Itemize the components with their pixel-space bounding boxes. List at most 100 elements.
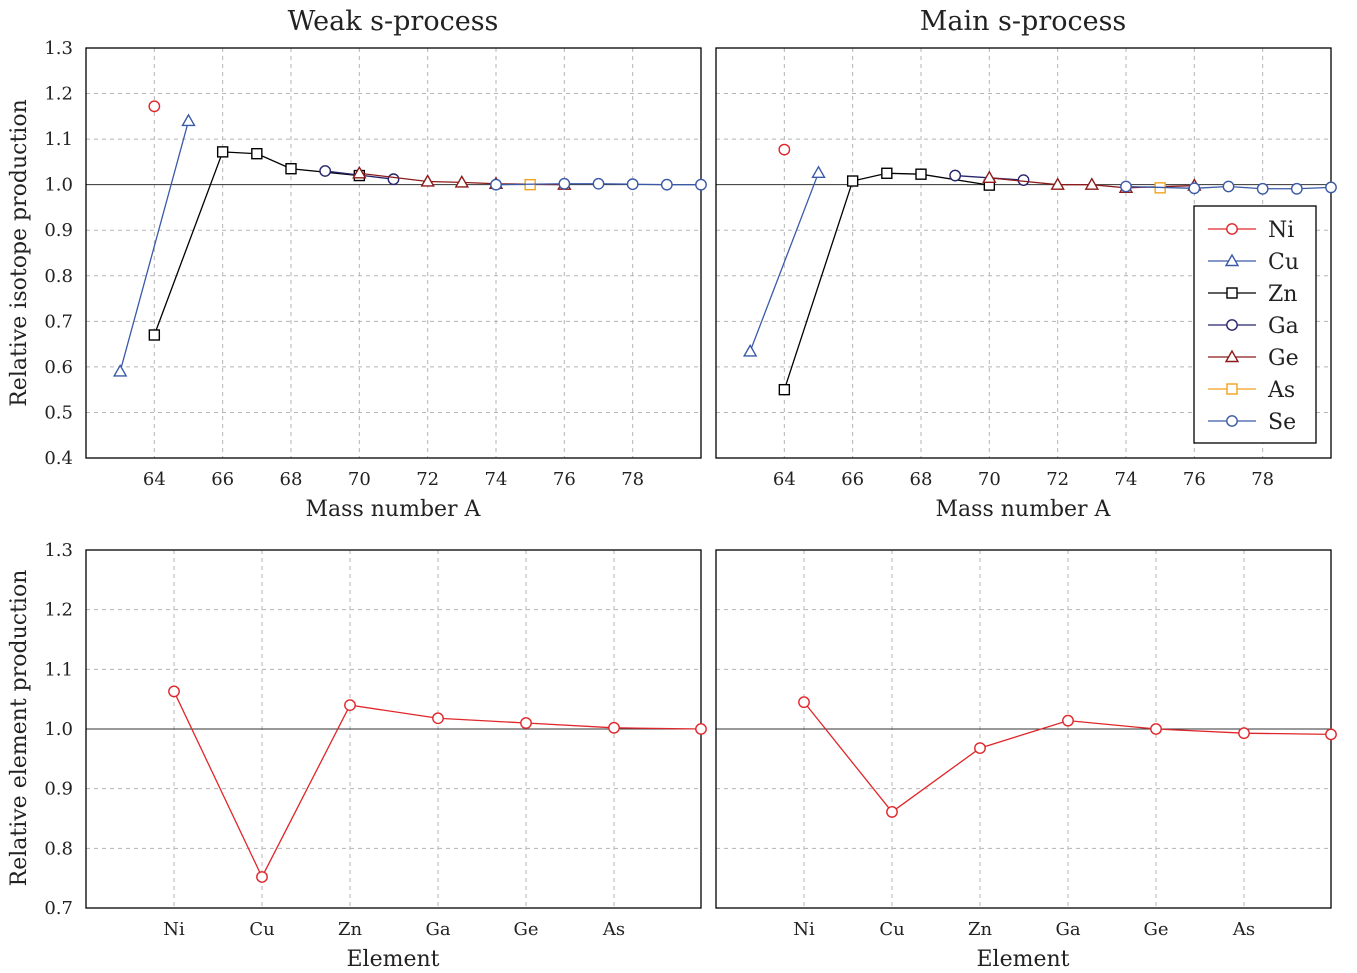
data-point (1017, 174, 1030, 187)
series-zn (148, 146, 366, 341)
data-point (1084, 177, 1100, 190)
data-point (1120, 180, 1132, 193)
panel-3: Ni Cu Zn Ga Ge As 0.7 0.8 0.9 1.0 1.1 1.2 1.3 (44, 540, 707, 940)
data-point (1188, 182, 1201, 195)
x-tick-label: 72 (416, 469, 439, 490)
data-point (886, 806, 898, 818)
data-point (285, 163, 297, 175)
x-tick-label: 68 (280, 469, 303, 490)
y-tick-label: 1.2 (44, 600, 73, 621)
x-tick-label: 66 (841, 469, 864, 490)
x-axis-label-element-main: Element (976, 947, 1069, 972)
series-line (783, 172, 990, 390)
data-point (915, 168, 927, 180)
legend-label: Cu (1268, 250, 1299, 275)
x-tick-label: 64 (143, 469, 166, 490)
data-point (148, 100, 161, 113)
data-point (168, 685, 180, 698)
data-point (181, 113, 196, 127)
data-point (695, 723, 707, 735)
x-tick-label: 66 (211, 469, 234, 490)
x-tick-label: Ga (425, 919, 450, 940)
x-tick-label: Ga (1055, 919, 1080, 940)
data-point (420, 174, 435, 187)
x-tick-label: Zn (968, 919, 993, 940)
y-tick-label: 1.2 (44, 84, 73, 105)
y-tick-label: 1.0 (44, 719, 73, 740)
data-point (1062, 714, 1074, 727)
panel-4: Ni Cu Zn Ga Ge As (715, 549, 1337, 940)
legend-marker (1226, 319, 1238, 331)
legend-item-zn: Zn (1208, 282, 1297, 307)
y-tick-label: 0.6 (44, 357, 73, 378)
y-tick-label: 1.1 (44, 129, 73, 150)
legend-item-ga: Ga (1208, 314, 1299, 339)
data-point (344, 699, 356, 712)
y-tick-label: 0.8 (44, 266, 73, 287)
data-point (1290, 182, 1303, 195)
y-tick-label: 0.7 (44, 311, 73, 332)
x-axis-label-element-weak: Element (346, 947, 439, 972)
series-se (490, 177, 707, 191)
legend-label: Se (1268, 410, 1296, 435)
legend-marker (1226, 415, 1238, 427)
x-tick-label: Cu (879, 919, 904, 940)
y-tick-label: 1.1 (44, 659, 73, 680)
x-tick-label: As (602, 919, 625, 940)
title-weak-s-process: Weak s-process (288, 6, 499, 37)
series-line (749, 172, 820, 352)
data-point (778, 143, 791, 156)
data-point (251, 147, 263, 160)
data-point (949, 169, 962, 182)
data-point (112, 364, 128, 377)
y-tick-label: 0.7 (44, 898, 73, 919)
legend-item-ge: Ge (1208, 346, 1299, 371)
data-point (490, 178, 502, 191)
data-point (974, 742, 986, 754)
legend-marker (1226, 383, 1238, 395)
data-point (1050, 177, 1065, 190)
y-tick-label: 0.4 (44, 448, 73, 469)
x-tick-label: Zn (338, 919, 363, 940)
legend: Ni Cu Zn Ga Ge As Se (1193, 205, 1317, 444)
series-element (168, 685, 707, 883)
y-axis-label-isotope: Relative isotope production (7, 99, 32, 407)
data-point (216, 146, 229, 158)
data-point (558, 177, 571, 190)
x-tick-label: 70 (978, 469, 1001, 490)
y-tick-label: 1.3 (44, 540, 73, 561)
legend-label: As (1267, 378, 1295, 403)
data-point (592, 177, 605, 190)
legend-label: Ni (1268, 218, 1294, 243)
data-point (1325, 181, 1337, 194)
data-point (881, 167, 893, 179)
series-se (1120, 180, 1337, 195)
legend-label: Ge (1268, 346, 1299, 371)
panel-1: 64 66 68 70 72 74 76 78 0.4 0.5 0.6 0.7 0.8 0.9 1.0 1.1… (44, 38, 707, 490)
plot-frame (85, 47, 702, 459)
x-tick-label: 64 (773, 469, 796, 490)
data-point (432, 712, 444, 725)
data-point (982, 170, 997, 184)
data-point (256, 871, 268, 883)
x-tick-label: 72 (1046, 469, 1069, 490)
data-point (387, 173, 400, 186)
series-line (153, 151, 360, 336)
x-tick-label: Ni (163, 919, 185, 940)
legend-item-ni: Ni (1208, 218, 1294, 243)
data-point (608, 721, 620, 734)
data-point (846, 175, 859, 187)
legend-label: Zn (1268, 282, 1297, 307)
x-tick-label: As (1232, 919, 1255, 940)
series-ni (148, 100, 161, 113)
legend-item-se: Se (1208, 410, 1296, 435)
data-point (1222, 180, 1235, 193)
x-tick-label: Ge (513, 919, 538, 940)
x-tick-label: 68 (910, 469, 933, 490)
data-point (626, 178, 639, 191)
series-element (798, 696, 1337, 818)
legend-marker (1224, 349, 1240, 363)
y-tick-label: 0.8 (44, 838, 73, 859)
series-zn (778, 167, 996, 396)
